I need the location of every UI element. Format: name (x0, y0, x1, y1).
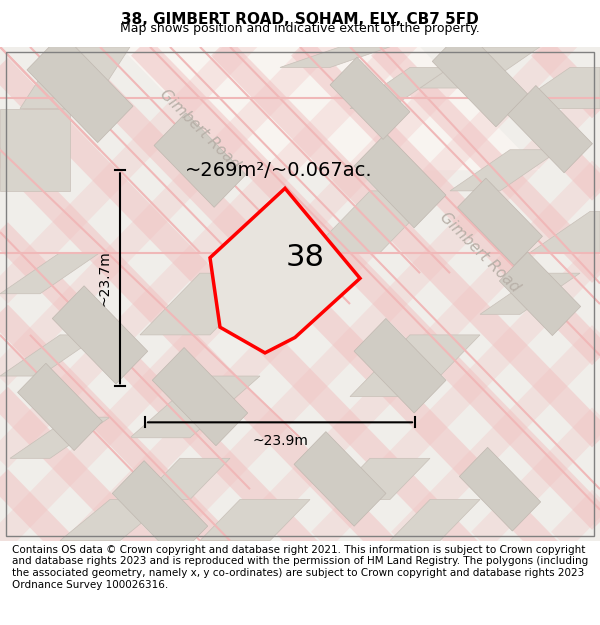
Polygon shape (460, 448, 541, 531)
Polygon shape (140, 273, 270, 335)
Polygon shape (294, 432, 386, 526)
Polygon shape (0, 253, 100, 294)
Text: ~23.7m: ~23.7m (98, 251, 112, 306)
Polygon shape (27, 34, 133, 142)
Polygon shape (200, 499, 310, 541)
Text: Gimbert Road: Gimbert Road (437, 210, 523, 296)
Polygon shape (350, 68, 450, 109)
Polygon shape (10, 418, 110, 458)
Polygon shape (310, 191, 440, 253)
Polygon shape (508, 86, 592, 172)
Polygon shape (330, 458, 430, 499)
Polygon shape (354, 133, 446, 228)
Polygon shape (480, 273, 580, 314)
Text: 38, GIMBERT ROAD, SOHAM, ELY, CB7 5FD: 38, GIMBERT ROAD, SOHAM, ELY, CB7 5FD (121, 12, 479, 27)
Text: ~23.9m: ~23.9m (252, 434, 308, 448)
Polygon shape (210, 188, 360, 353)
Polygon shape (510, 68, 600, 109)
Polygon shape (60, 499, 170, 541)
Text: ~269m²/~0.067ac.: ~269m²/~0.067ac. (185, 161, 373, 180)
Text: Gimbert Road: Gimbert Road (157, 86, 243, 172)
Polygon shape (112, 461, 208, 559)
Polygon shape (152, 348, 248, 446)
Polygon shape (330, 58, 410, 139)
Polygon shape (140, 458, 230, 499)
Polygon shape (458, 178, 542, 266)
Polygon shape (450, 150, 560, 191)
Polygon shape (130, 376, 260, 438)
Polygon shape (120, 47, 540, 170)
Polygon shape (280, 47, 390, 68)
Polygon shape (499, 252, 581, 336)
Polygon shape (420, 47, 540, 88)
Polygon shape (17, 363, 103, 451)
Polygon shape (52, 286, 148, 384)
Polygon shape (354, 319, 446, 413)
Text: 38: 38 (286, 243, 325, 272)
Text: Contains OS data © Crown copyright and database right 2021. This information is : Contains OS data © Crown copyright and d… (12, 545, 588, 589)
Polygon shape (20, 47, 130, 109)
Polygon shape (0, 335, 100, 376)
Text: Map shows position and indicative extent of the property.: Map shows position and indicative extent… (120, 22, 480, 35)
Polygon shape (390, 499, 480, 541)
Polygon shape (432, 29, 528, 127)
Polygon shape (154, 112, 246, 208)
Polygon shape (350, 335, 480, 397)
Polygon shape (530, 211, 600, 252)
Polygon shape (0, 109, 70, 191)
